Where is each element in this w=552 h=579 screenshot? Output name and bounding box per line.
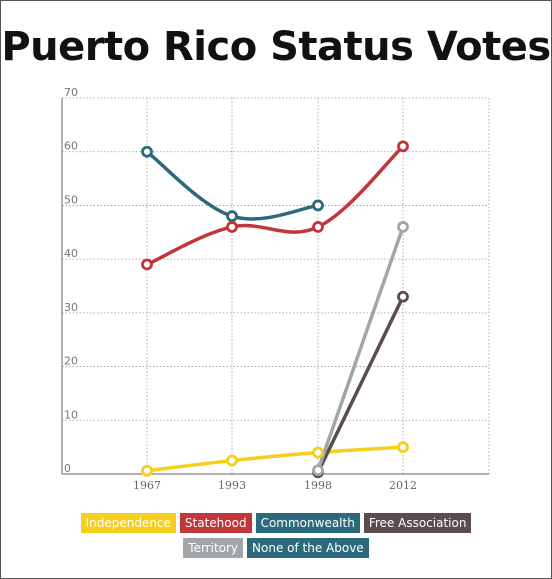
data-point-territory <box>397 221 409 233</box>
series-line-commonwealth <box>145 149 320 221</box>
legend-item-territory: Territory <box>183 538 244 558</box>
legend-item-independence: Independence <box>80 513 176 533</box>
data-point-independence <box>226 454 238 467</box>
y-tick-label: 70 <box>64 86 78 99</box>
legend-row-1: Independence Statehood Commonwealth Free… <box>0 513 552 533</box>
series-line-independence <box>145 445 405 473</box>
series-line-statehood <box>145 144 405 267</box>
chart-title: Puerto Rico Status Votes <box>1 24 551 70</box>
data-point-commonwealth <box>141 145 153 158</box>
series-line-territory <box>316 225 405 472</box>
legend-item-free-association: Free Association <box>363 513 472 533</box>
legend-item-statehood: Statehood <box>179 513 252 533</box>
y-tick-label: 10 <box>64 408 78 421</box>
legend: Independence Statehood Commonwealth Free… <box>0 513 552 563</box>
series-line-free-association <box>316 294 405 475</box>
data-point-statehood <box>312 221 324 233</box>
x-tick-labels: 1967 1993 1998 2012 <box>133 479 417 492</box>
legend-item-none-of-the-above: None of the Above <box>247 538 369 558</box>
y-tick-label: 0 <box>64 462 71 475</box>
x-tick-label: 1993 <box>218 479 246 492</box>
series-lines <box>145 144 405 475</box>
y-tick-label: 20 <box>64 355 78 368</box>
y-tick-label: 40 <box>64 247 78 260</box>
data-point-statehood <box>397 140 409 153</box>
y-tick-label: 50 <box>64 193 78 206</box>
y-tick-labels: 0 10 20 30 40 50 60 70 <box>64 86 78 475</box>
axes <box>61 98 489 475</box>
x-tick-label: 1967 <box>133 479 161 492</box>
data-point-statehood <box>226 221 238 233</box>
data-point-free-association <box>397 290 409 303</box>
data-point-territory <box>312 464 324 477</box>
grid <box>62 97 490 474</box>
data-point-independence <box>312 446 324 459</box>
data-point-statehood <box>141 258 153 271</box>
x-tick-label: 1998 <box>304 479 332 492</box>
y-tick-label: 30 <box>64 301 78 314</box>
data-point-commonwealth <box>312 199 324 212</box>
y-tick-label: 60 <box>64 140 78 153</box>
data-point-independence <box>141 464 153 477</box>
x-tick-label: 2012 <box>389 479 417 492</box>
data-point-commonwealth <box>226 210 238 223</box>
data-points <box>141 140 409 479</box>
legend-item-commonwealth: Commonwealth <box>255 513 360 533</box>
data-point-independence <box>397 441 409 454</box>
legend-row-2: Territory None of the Above <box>0 538 552 558</box>
